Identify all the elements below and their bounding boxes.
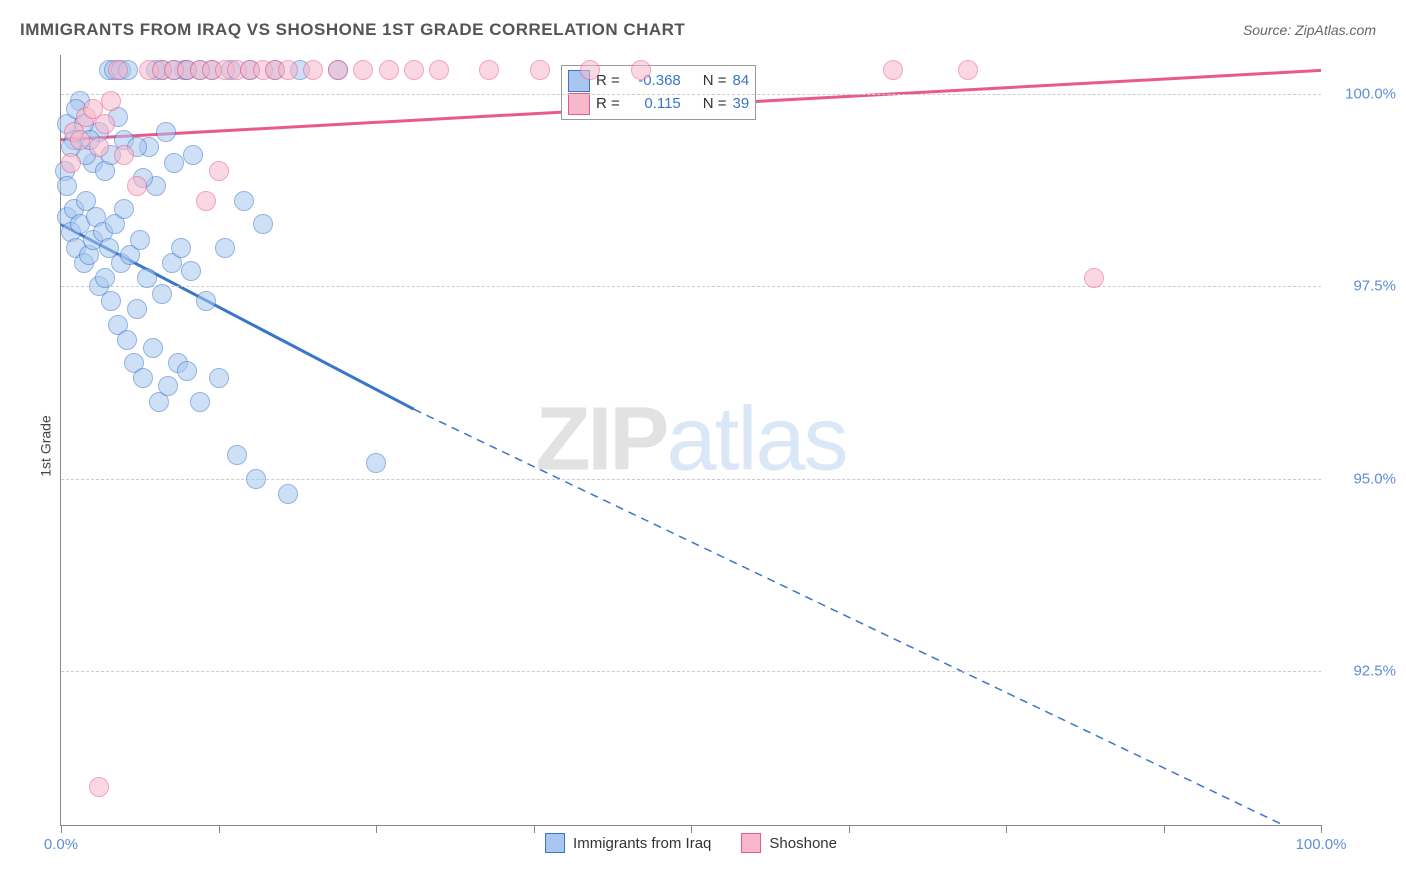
data-point-shoshone <box>631 60 651 80</box>
legend-label: Shoshone <box>769 835 837 852</box>
data-point-iraq <box>127 299 147 319</box>
x-tick <box>1164 825 1165 833</box>
data-point-iraq <box>114 199 134 219</box>
data-point-shoshone <box>196 191 216 211</box>
y-tick-label: 97.5% <box>1353 278 1396 295</box>
data-point-shoshone <box>95 114 115 134</box>
data-point-shoshone <box>530 60 550 80</box>
x-tick-label: 100.0% <box>1296 836 1347 853</box>
n-label: N = <box>703 70 727 93</box>
data-point-iraq <box>143 338 163 358</box>
data-point-iraq <box>156 122 176 142</box>
data-point-shoshone <box>114 145 134 165</box>
legend-label: Immigrants from Iraq <box>573 835 711 852</box>
data-point-iraq <box>215 238 235 258</box>
data-point-iraq <box>234 191 254 211</box>
y-axis-label: 1st Grade <box>38 415 54 476</box>
data-point-shoshone <box>101 91 121 111</box>
legend-swatch <box>545 833 565 853</box>
data-point-iraq <box>253 214 273 234</box>
data-point-shoshone <box>70 130 90 150</box>
chart-container: IMMIGRANTS FROM IRAQ VS SHOSHONE 1ST GRA… <box>0 0 1406 892</box>
legend-swatch <box>568 93 590 115</box>
y-tick-label: 92.5% <box>1353 663 1396 680</box>
data-point-shoshone <box>479 60 499 80</box>
watermark-zip: ZIP <box>535 390 666 490</box>
data-point-iraq <box>171 238 191 258</box>
n-value: 84 <box>733 70 750 93</box>
x-tick <box>534 825 535 833</box>
data-point-iraq <box>177 361 197 381</box>
n-value: 39 <box>733 93 750 116</box>
r-label: R = <box>596 93 620 116</box>
data-point-iraq <box>164 153 184 173</box>
data-point-iraq <box>183 145 203 165</box>
bottom-legend-item: Shoshone <box>741 833 837 853</box>
n-label: N = <box>703 93 727 116</box>
data-point-iraq <box>158 376 178 396</box>
x-tick <box>1321 825 1322 833</box>
plot-area: ZIPatlas R =-0.368N =84R =0.115N =39 Imm… <box>60 55 1321 826</box>
x-tick <box>691 825 692 833</box>
r-value: 0.115 <box>626 93 681 116</box>
data-point-iraq <box>246 469 266 489</box>
x-tick <box>1006 825 1007 833</box>
data-point-shoshone <box>89 137 109 157</box>
bottom-legend: Immigrants from Iraq Shoshone <box>545 833 837 853</box>
data-point-iraq <box>196 291 216 311</box>
data-point-shoshone <box>883 60 903 80</box>
x-tick-label: 0.0% <box>44 836 78 853</box>
stats-legend-row: R = 0.115 N = 39 <box>568 93 749 116</box>
data-point-iraq <box>117 330 137 350</box>
data-point-shoshone <box>303 60 323 80</box>
trend-lines-layer <box>61 55 1321 825</box>
data-point-iraq <box>278 484 298 504</box>
data-point-shoshone <box>353 60 373 80</box>
x-tick <box>849 825 850 833</box>
chart-title: IMMIGRANTS FROM IRAQ VS SHOSHONE 1ST GRA… <box>20 20 685 40</box>
data-point-iraq <box>190 392 210 412</box>
gridline <box>61 671 1321 672</box>
data-point-shoshone <box>108 60 128 80</box>
data-point-shoshone <box>61 153 81 173</box>
data-point-shoshone <box>209 161 229 181</box>
data-point-iraq <box>133 368 153 388</box>
data-point-iraq <box>57 176 77 196</box>
y-tick-label: 95.0% <box>1353 470 1396 487</box>
data-point-shoshone <box>404 60 424 80</box>
gridline <box>61 94 1321 95</box>
y-tick-label: 100.0% <box>1345 85 1396 102</box>
x-tick <box>219 825 220 833</box>
data-point-shoshone <box>328 60 348 80</box>
x-tick <box>376 825 377 833</box>
data-point-shoshone <box>580 60 600 80</box>
bottom-legend-item: Immigrants from Iraq <box>545 833 711 853</box>
x-tick <box>61 825 62 833</box>
data-point-shoshone <box>83 99 103 119</box>
gridline <box>61 286 1321 287</box>
data-point-iraq <box>101 291 121 311</box>
watermark: ZIPatlas <box>535 389 846 492</box>
data-point-shoshone <box>89 777 109 797</box>
data-point-shoshone <box>429 60 449 80</box>
data-point-iraq <box>95 268 115 288</box>
data-point-iraq <box>137 268 157 288</box>
watermark-atlas: atlas <box>666 390 846 490</box>
data-point-shoshone <box>127 176 147 196</box>
data-point-iraq <box>181 261 201 281</box>
data-point-iraq <box>130 230 150 250</box>
trend-line-iraq-extrapolated <box>414 409 1283 825</box>
source-attribution: Source: ZipAtlas.com <box>1243 22 1376 38</box>
data-point-iraq <box>227 445 247 465</box>
data-point-iraq <box>366 453 386 473</box>
data-point-shoshone <box>958 60 978 80</box>
data-point-iraq <box>209 368 229 388</box>
data-point-shoshone <box>278 60 298 80</box>
data-point-shoshone <box>1084 268 1104 288</box>
data-point-iraq <box>152 284 172 304</box>
legend-swatch <box>741 833 761 853</box>
data-point-shoshone <box>379 60 399 80</box>
